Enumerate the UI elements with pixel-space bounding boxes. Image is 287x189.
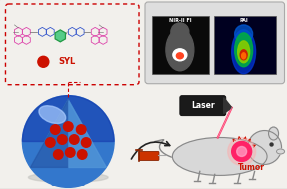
Ellipse shape <box>39 106 66 123</box>
FancyBboxPatch shape <box>180 96 226 116</box>
Ellipse shape <box>173 49 187 61</box>
Polygon shape <box>68 100 106 167</box>
Ellipse shape <box>277 149 284 154</box>
Circle shape <box>76 125 86 134</box>
Text: SYL: SYL <box>58 57 75 66</box>
Wedge shape <box>22 96 114 142</box>
Circle shape <box>65 148 75 157</box>
Ellipse shape <box>242 53 246 59</box>
Circle shape <box>270 143 273 146</box>
Ellipse shape <box>232 30 256 74</box>
Text: SYLNPs: SYLNPs <box>51 179 86 188</box>
Circle shape <box>57 135 67 144</box>
Circle shape <box>53 150 63 159</box>
Polygon shape <box>224 98 232 114</box>
Circle shape <box>232 142 252 161</box>
FancyBboxPatch shape <box>139 151 159 160</box>
Ellipse shape <box>28 172 108 182</box>
Ellipse shape <box>269 127 279 140</box>
Circle shape <box>38 56 49 67</box>
Ellipse shape <box>238 41 250 63</box>
Polygon shape <box>55 30 65 42</box>
Polygon shape <box>30 100 68 167</box>
Circle shape <box>171 23 189 41</box>
Ellipse shape <box>166 29 194 71</box>
Circle shape <box>248 131 282 164</box>
Circle shape <box>51 125 60 134</box>
Text: PAI: PAI <box>239 19 248 23</box>
Ellipse shape <box>177 53 183 59</box>
Circle shape <box>82 138 91 147</box>
Circle shape <box>46 138 55 147</box>
Circle shape <box>237 146 247 156</box>
Text: Laser: Laser <box>191 101 215 110</box>
Circle shape <box>22 96 114 187</box>
FancyBboxPatch shape <box>145 2 284 84</box>
Circle shape <box>69 135 79 144</box>
Circle shape <box>235 25 253 43</box>
Ellipse shape <box>235 33 253 67</box>
FancyBboxPatch shape <box>152 16 209 74</box>
Text: NIR-II FI: NIR-II FI <box>168 19 191 23</box>
Circle shape <box>77 150 87 159</box>
Ellipse shape <box>172 138 267 175</box>
Ellipse shape <box>240 50 247 60</box>
Circle shape <box>228 138 256 165</box>
Polygon shape <box>30 100 106 167</box>
FancyBboxPatch shape <box>214 16 276 74</box>
Text: Tumor: Tumor <box>238 163 265 172</box>
Circle shape <box>63 122 73 131</box>
